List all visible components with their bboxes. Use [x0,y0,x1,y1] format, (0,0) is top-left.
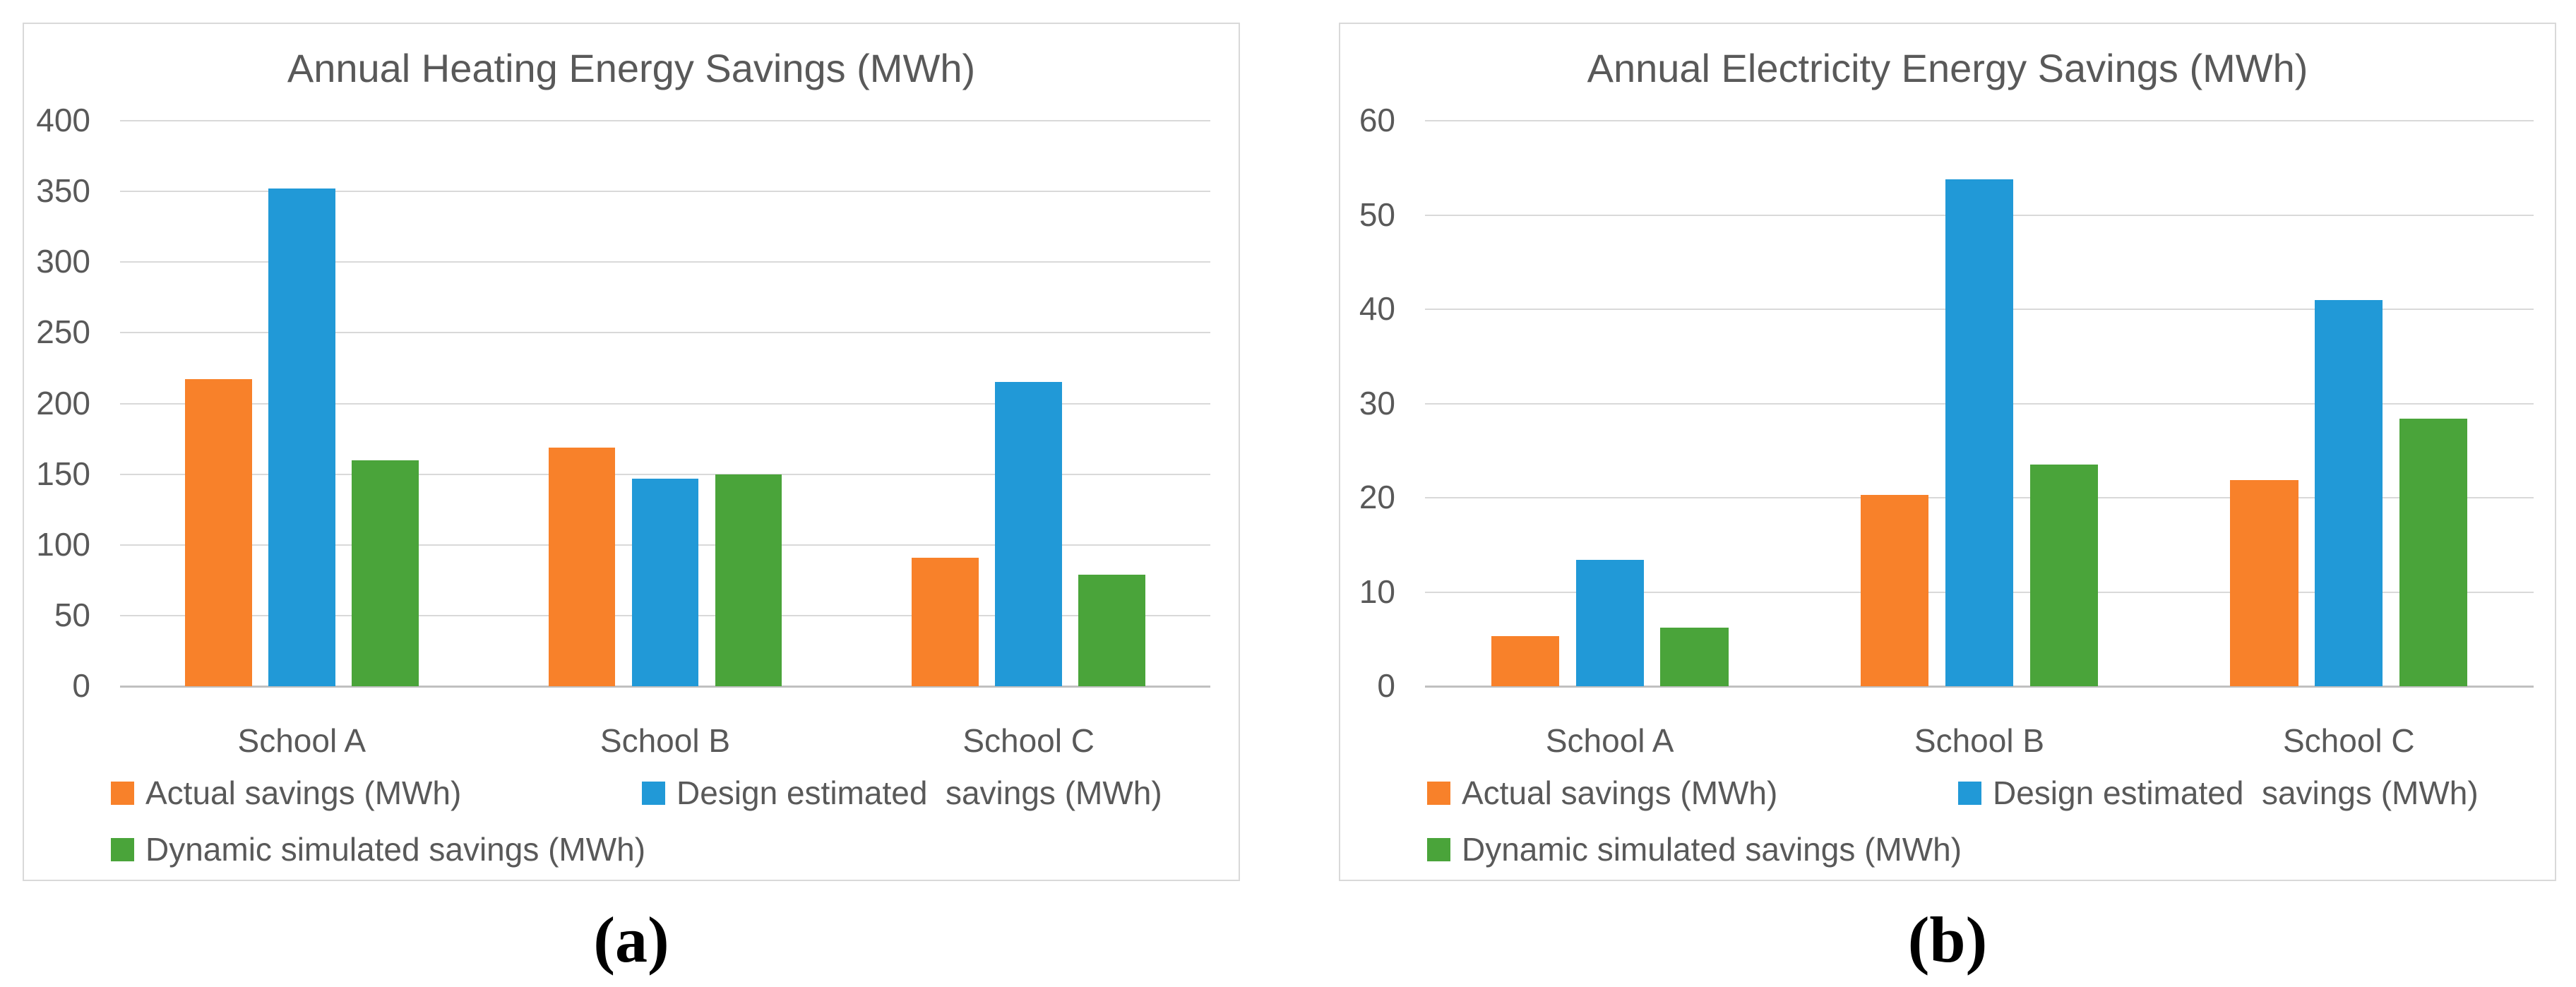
bar-electricity-design-school-b [1945,179,2014,686]
y-tick-label-40: 40 [1359,289,1395,327]
chart-title-electricity: Annual Electricity Energy Savings (MWh) [1587,46,2308,90]
legend-label-design: Design estimated savings (MWh) [676,774,1162,811]
bar-heating-design-school-b [631,478,699,686]
legend-item-dynamic: Dynamic simulated savings (MWh) [111,830,645,868]
x-category-label-school-b: School B [1914,722,2045,759]
bar-heating-dynamic-school-c [1078,574,1145,686]
legend-label-dynamic: Dynamic simulated savings (MWh) [1462,831,1962,868]
legend-item-actual: Actual savings (MWh) [111,774,461,812]
legend-swatch-design [642,781,665,805]
y-tick-label-60: 60 [1359,101,1395,138]
legend-label-actual: Actual savings (MWh) [145,774,462,811]
x-category-label-school-c: School C [962,722,1095,759]
x-category-label-school-a: School A [237,722,366,759]
gridline-400 [120,120,1210,121]
subfigure-caption-b: (b) [1907,904,1988,976]
bar-electricity-dynamic-school-c [2399,418,2468,686]
y-tick-label-150: 150 [36,455,90,492]
y-tick-label-100: 100 [36,525,90,563]
y-tick-label-10: 10 [1359,573,1395,610]
y-tick-label-400: 400 [36,101,90,138]
legend-label-design: Design estimated savings (MWh) [1993,774,2479,811]
y-tick-label-30: 30 [1359,384,1395,421]
gridline-60 [1425,120,2534,121]
legend-swatch-dynamic [1427,837,1450,861]
legend-label-actual: Actual savings (MWh) [1462,774,1778,811]
plot-area-electricity: 60 50 40 30 20 10 0 School A School B School C [1359,102,2534,759]
y-tick-label-50: 50 [1359,196,1395,233]
chart-panel-a: Annual Heating Energy Savings (MWh) 400 3… [23,23,1240,881]
chart-title-heating: Annual Heating Energy Savings (MWh) [287,46,976,90]
bar-heating-dynamic-school-a [351,460,419,686]
bar-electricity-design-school-c [2315,299,2383,686]
bar-electricity-actual-school-b [1861,495,1929,686]
gridline-350 [120,191,1210,193]
legend-item-design: Design estimated savings (MWh) [642,774,1162,812]
x-axis-zero-line [1425,686,2534,688]
x-category-label-school-c: School C [2282,722,2415,759]
gridline-250 [120,332,1210,334]
x-category-label-school-b: School B [600,722,731,759]
bar-electricity-design-school-a [1575,560,1644,686]
bar-electricity-dynamic-school-a [1660,628,1729,686]
y-tick-label-350: 350 [36,172,90,210]
chart-legend-electricity: Actual savings (MWh) Design estimated sav… [1340,774,2555,880]
y-tick-label-50: 50 [54,596,90,633]
y-tick-label-250: 250 [36,313,90,351]
legend-item-dynamic: Dynamic simulated savings (MWh) [1427,830,1962,868]
bar-heating-design-school-c [995,382,1062,686]
gridline-150 [120,473,1210,475]
bar-heating-dynamic-school-b [715,474,782,686]
y-tick-label-0: 0 [72,666,90,704]
chart-panel-b: Annual Electricity Energy Savings (MWh) … [1339,23,2556,881]
plot-area-heating: 400 350 300 250 200 150 100 50 0 School A School B… [36,102,1210,759]
bar-electricity-dynamic-school-b [2029,465,2098,686]
x-axis-zero-line [120,686,1210,688]
y-tick-label-20: 20 [1359,478,1395,515]
bar-heating-actual-school-c [912,557,979,686]
legend-label-dynamic: Dynamic simulated savings (MWh) [145,831,646,868]
y-tick-label-300: 300 [36,243,90,280]
legend-swatch-actual [1427,781,1450,805]
legend-swatch-design [1958,781,1981,805]
gridline-300 [120,261,1210,263]
bar-heating-actual-school-a [185,379,252,686]
bar-electricity-actual-school-c [2230,479,2298,686]
legend-item-design: Design estimated savings (MWh) [1958,774,2479,812]
legend-swatch-actual [111,781,134,805]
bar-electricity-actual-school-a [1491,636,1559,686]
y-tick-label-200: 200 [36,384,90,421]
bar-heating-actual-school-b [548,447,616,686]
gridline-200 [120,402,1210,405]
y-tick-label-0: 0 [1377,666,1395,704]
legend-item-actual: Actual savings (MWh) [1427,774,1777,812]
subfigure-caption-a: (a) [593,904,669,976]
x-category-label-school-a: School A [1545,722,1674,759]
chart-legend-heating: Actual savings (MWh) Design estimated sav… [24,774,1239,880]
bar-heating-design-school-a [268,189,335,686]
legend-swatch-dynamic [111,837,134,861]
